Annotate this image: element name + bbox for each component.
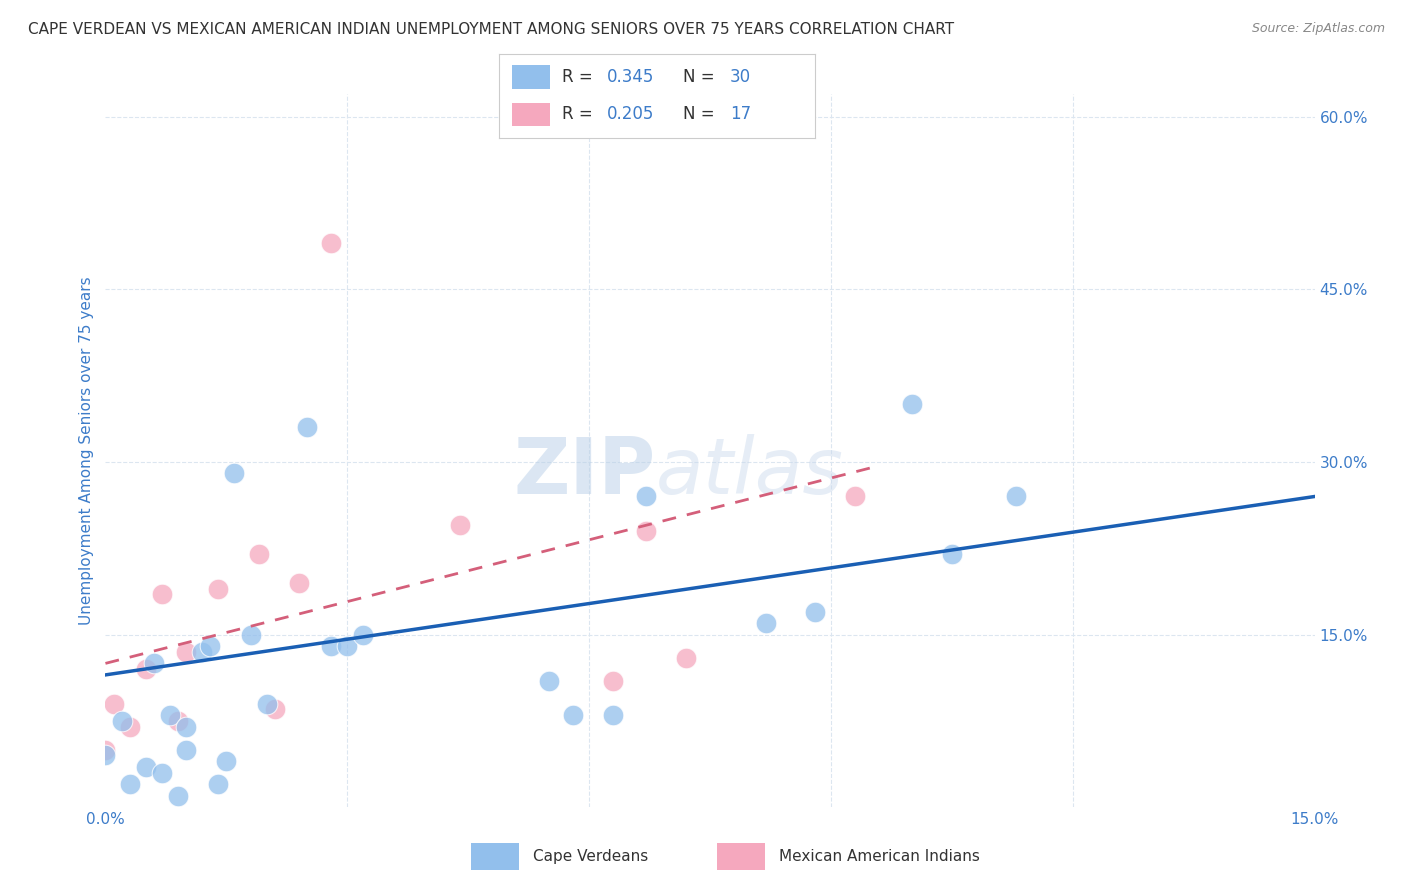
Text: N =: N = [683, 105, 720, 123]
Text: Cape Verdeans: Cape Verdeans [533, 849, 648, 863]
Point [103, 697, 125, 711]
Point [321, 639, 343, 653]
Point [110, 714, 132, 728]
Bar [717, 843, 765, 870]
Point [94, 748, 117, 763]
Point [941, 547, 963, 561]
Point [174, 645, 197, 659]
Point [239, 627, 262, 641]
Point [159, 708, 181, 723]
Text: 0.345: 0.345 [607, 68, 654, 86]
Point [900, 397, 922, 411]
Text: atlas: atlas [655, 434, 844, 510]
Point [167, 789, 190, 803]
Point [200, 639, 222, 653]
Point [352, 627, 374, 641]
Point [150, 765, 173, 780]
Text: 0.205: 0.205 [607, 105, 654, 123]
Point [247, 547, 270, 561]
Text: CAPE VERDEAN VS MEXICAN AMERICAN INDIAN UNEMPLOYMENT AMONG SENIORS OVER 75 YEARS: CAPE VERDEAN VS MEXICAN AMERICAN INDIAN … [28, 22, 955, 37]
Text: R =: R = [562, 68, 599, 86]
Point [207, 777, 229, 791]
Point [135, 662, 157, 676]
Point [602, 708, 624, 723]
Point [224, 467, 246, 481]
Point [288, 575, 311, 590]
Text: R =: R = [562, 105, 599, 123]
Point [94, 742, 117, 756]
Bar [512, 65, 550, 89]
Point [142, 657, 165, 671]
Point [135, 760, 157, 774]
Point [167, 714, 190, 728]
Point [174, 720, 197, 734]
Text: Source: ZipAtlas.com: Source: ZipAtlas.com [1251, 22, 1385, 36]
Point [150, 587, 173, 601]
Point [207, 582, 229, 596]
Point [804, 605, 827, 619]
Text: 17: 17 [730, 105, 751, 123]
Point [191, 645, 214, 659]
Point [321, 236, 343, 251]
Bar [512, 103, 550, 127]
Point [634, 524, 657, 538]
Point [263, 702, 285, 716]
Point [118, 720, 141, 734]
Point [295, 420, 318, 434]
Point [755, 616, 778, 631]
Point [602, 673, 624, 688]
Point [215, 754, 238, 768]
Text: N =: N = [683, 68, 720, 86]
Point [449, 518, 471, 533]
Point [1005, 490, 1028, 504]
Point [675, 650, 697, 665]
Point [256, 697, 278, 711]
Point [118, 777, 141, 791]
Text: 30: 30 [730, 68, 751, 86]
Point [844, 490, 866, 504]
Bar [471, 843, 519, 870]
Point [562, 708, 585, 723]
Text: Mexican American Indians: Mexican American Indians [779, 849, 980, 863]
Text: ZIP: ZIP [513, 434, 655, 510]
Point [336, 639, 359, 653]
Point [174, 742, 197, 756]
Point [537, 673, 560, 688]
Y-axis label: Unemployment Among Seniors over 75 years: Unemployment Among Seniors over 75 years [79, 277, 94, 624]
Point [634, 490, 657, 504]
